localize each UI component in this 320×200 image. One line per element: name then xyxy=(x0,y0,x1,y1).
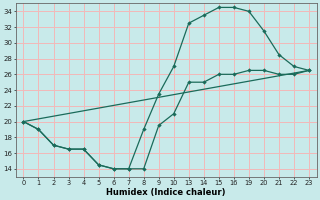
X-axis label: Humidex (Indice chaleur): Humidex (Indice chaleur) xyxy=(107,188,226,197)
